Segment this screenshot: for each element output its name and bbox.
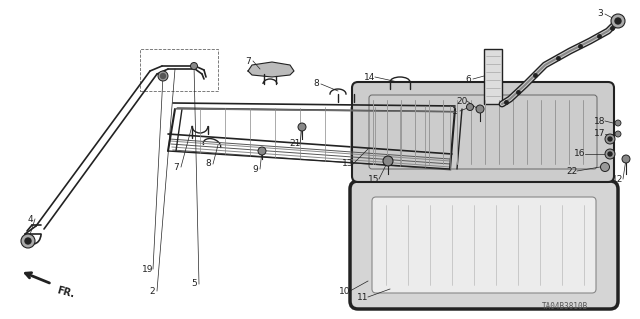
Circle shape bbox=[615, 131, 621, 137]
Circle shape bbox=[615, 120, 621, 126]
Text: 7: 7 bbox=[245, 56, 251, 65]
Text: 18: 18 bbox=[595, 116, 605, 125]
Bar bbox=[140, 49, 218, 91]
Text: 7: 7 bbox=[173, 162, 179, 172]
Circle shape bbox=[608, 137, 612, 141]
FancyBboxPatch shape bbox=[352, 82, 614, 182]
Text: 13: 13 bbox=[342, 160, 354, 168]
Circle shape bbox=[191, 63, 198, 70]
Circle shape bbox=[298, 123, 306, 131]
Text: 10: 10 bbox=[339, 286, 351, 295]
Text: TA04B3810B: TA04B3810B bbox=[542, 302, 588, 311]
Circle shape bbox=[161, 73, 166, 78]
Text: 15: 15 bbox=[368, 174, 380, 183]
Circle shape bbox=[611, 14, 625, 28]
Circle shape bbox=[383, 156, 393, 166]
Text: 11: 11 bbox=[357, 293, 369, 301]
FancyBboxPatch shape bbox=[350, 181, 618, 309]
Circle shape bbox=[25, 238, 31, 244]
FancyBboxPatch shape bbox=[372, 197, 596, 293]
Circle shape bbox=[476, 105, 484, 113]
Circle shape bbox=[608, 152, 612, 156]
Circle shape bbox=[21, 234, 35, 248]
Circle shape bbox=[600, 162, 609, 172]
Text: 17: 17 bbox=[595, 130, 605, 138]
Text: 20: 20 bbox=[456, 97, 468, 106]
Text: 6: 6 bbox=[465, 75, 471, 84]
Text: 2: 2 bbox=[149, 286, 155, 295]
Text: 8: 8 bbox=[205, 160, 211, 168]
Text: 22: 22 bbox=[566, 167, 578, 175]
Circle shape bbox=[158, 71, 168, 81]
Text: 3: 3 bbox=[597, 10, 603, 19]
Circle shape bbox=[622, 155, 630, 163]
Circle shape bbox=[258, 147, 266, 155]
Text: 9: 9 bbox=[252, 165, 258, 174]
Text: 8: 8 bbox=[313, 79, 319, 88]
Text: 21: 21 bbox=[289, 139, 301, 149]
Circle shape bbox=[605, 134, 615, 144]
Text: FR.: FR. bbox=[56, 285, 76, 299]
Text: 5: 5 bbox=[191, 279, 197, 288]
Text: 4: 4 bbox=[27, 214, 33, 224]
Polygon shape bbox=[248, 62, 294, 77]
Circle shape bbox=[615, 18, 621, 24]
Text: 1: 1 bbox=[452, 107, 458, 115]
Text: 14: 14 bbox=[364, 72, 376, 81]
Bar bbox=[484, 49, 502, 104]
Circle shape bbox=[605, 149, 615, 159]
Text: 12: 12 bbox=[612, 174, 624, 183]
Circle shape bbox=[467, 103, 474, 110]
Text: 16: 16 bbox=[574, 150, 586, 159]
Text: 19: 19 bbox=[142, 264, 154, 273]
